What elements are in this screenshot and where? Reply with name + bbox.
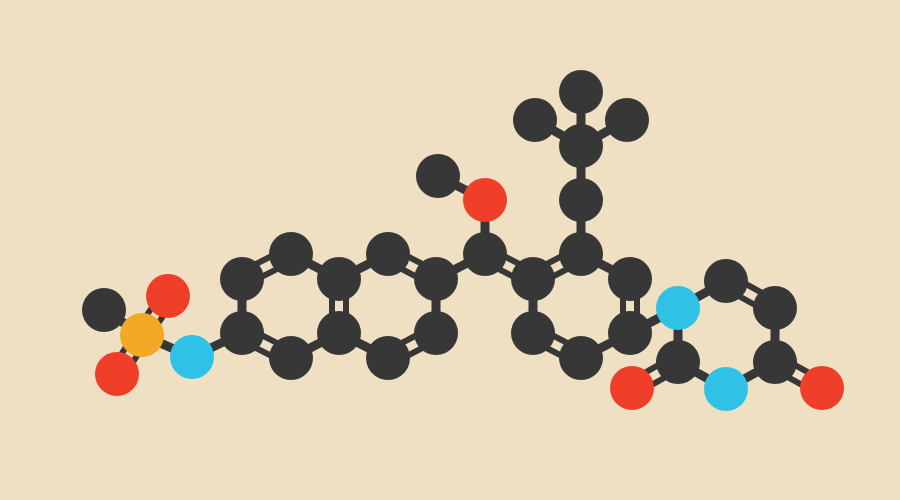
atom-c: [559, 232, 603, 276]
atom-c: [220, 257, 264, 301]
atom-c: [366, 232, 410, 276]
atom-c: [608, 311, 652, 355]
atom-c: [513, 98, 557, 142]
atom-o: [610, 366, 654, 410]
atom-c: [559, 124, 603, 168]
atom-c: [414, 311, 458, 355]
atom-c: [753, 340, 797, 384]
atom-s: [120, 313, 164, 357]
atom-o: [146, 274, 190, 318]
atom-c: [559, 178, 603, 222]
atom-c: [269, 336, 313, 380]
atom-c: [511, 257, 555, 301]
diagram-background: [0, 0, 900, 500]
atom-o: [463, 178, 507, 222]
atom-c: [605, 98, 649, 142]
atom-c: [463, 232, 507, 276]
atom-c: [559, 70, 603, 114]
atom-o: [95, 352, 139, 396]
atom-n: [704, 367, 748, 411]
atom-c: [366, 336, 410, 380]
atom-c: [82, 288, 126, 332]
atom-c: [414, 257, 458, 301]
atom-n: [170, 335, 214, 379]
atom-c: [753, 286, 797, 330]
atom-o: [800, 366, 844, 410]
atom-c: [608, 257, 652, 301]
atom-n: [656, 286, 700, 330]
molecule-diagram: [0, 0, 900, 500]
atom-c: [511, 311, 555, 355]
atom-c: [317, 311, 361, 355]
atom-c: [416, 154, 460, 198]
atom-c: [269, 232, 313, 276]
atom-c: [317, 257, 361, 301]
atom-c: [559, 336, 603, 380]
atom-c: [656, 340, 700, 384]
atom-c: [704, 259, 748, 303]
atom-c: [220, 311, 264, 355]
